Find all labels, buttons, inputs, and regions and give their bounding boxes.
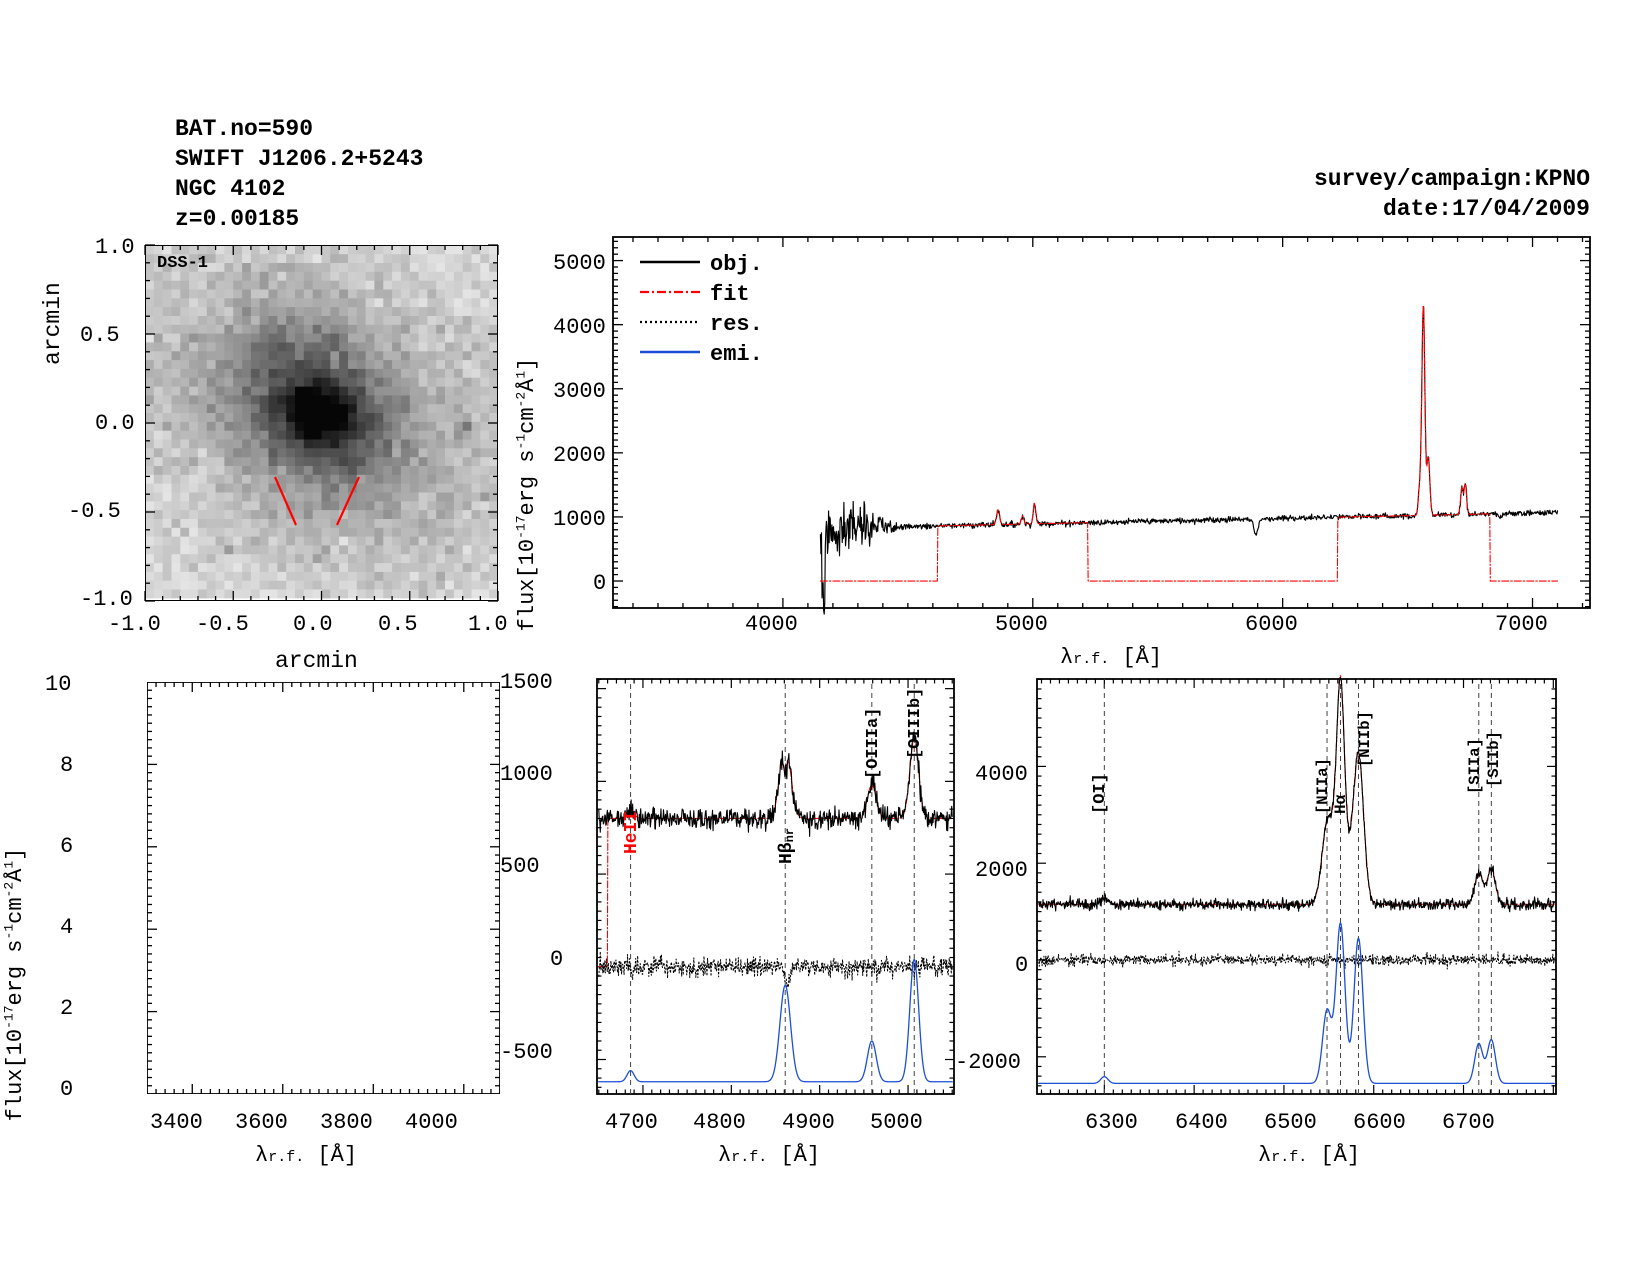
svg-text:emi.: emi.: [710, 342, 763, 367]
svg-text:[OIIIa]: [OIIIa]: [864, 708, 883, 779]
svg-text:obj.: obj.: [710, 252, 763, 277]
svg-text:[NIIb]: [NIIb]: [1356, 711, 1374, 767]
svg-text:[OI]: [OI]: [1091, 773, 1110, 814]
svg-text:Hβnr: Hβnr: [777, 828, 797, 864]
svg-text:HeII: HeII: [622, 811, 642, 854]
svg-text:[SIIa]: [SIIa]: [1466, 738, 1484, 794]
svg-text:[NIIa]: [NIIa]: [1314, 758, 1332, 814]
svg-text:[OIIIb]: [OIIIb]: [906, 688, 925, 759]
svg-text:res.: res.: [710, 312, 763, 337]
svg-text:Hα: Hα: [1332, 794, 1350, 814]
svg-text:fit: fit: [710, 282, 750, 307]
svg-text:[SIIb]: [SIIb]: [1485, 731, 1503, 787]
